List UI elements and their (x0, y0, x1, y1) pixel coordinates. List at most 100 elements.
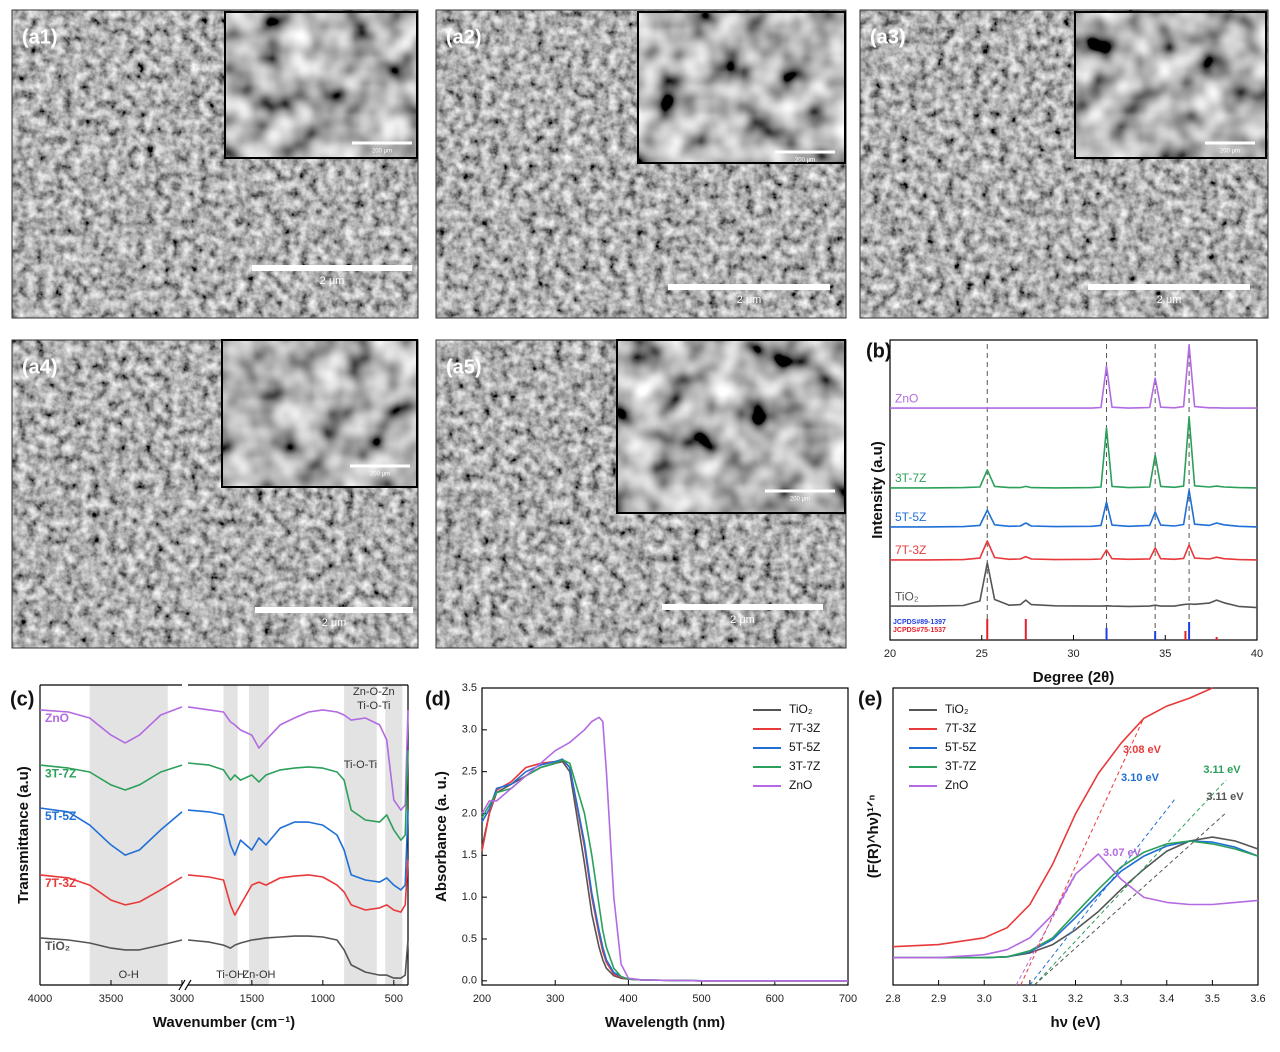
sem-label: (a3) (870, 26, 906, 48)
x-tick-label: 3.4 (1159, 993, 1174, 1005)
legend-label: ZnO (789, 778, 812, 792)
series-label: 5T-5Z (45, 809, 76, 823)
series-label: 7T-3Z (895, 543, 926, 557)
band (385, 685, 403, 985)
series-label: 3T-7Z (895, 471, 926, 485)
series-line (39, 935, 409, 979)
band-label: Ti-O-Ti (344, 759, 377, 771)
x-axis-title: Wavelength (nm) (605, 1014, 725, 1031)
sem-border (11, 339, 419, 649)
series-label: TiO₂ (895, 589, 919, 603)
y-tick-label: 2.5 (462, 766, 477, 778)
tangent-line (1020, 717, 1145, 986)
legend-label: 3T-7Z (789, 759, 820, 773)
x-tick-label: 40 (1251, 648, 1263, 660)
scale-bar (668, 284, 830, 290)
series-line (39, 859, 409, 916)
y-axis-title: Absorbance (a. u.) (433, 771, 450, 902)
tangent-label: 3.10 eV (1121, 772, 1160, 784)
y-axis-title: Intensity (a.u) (869, 441, 886, 539)
x-tick-label: 2.8 (885, 993, 900, 1005)
inset-scale-bar-label: 200 μm (790, 497, 810, 503)
band (249, 685, 269, 985)
sem-inset (617, 340, 845, 513)
band-label: O-H (119, 969, 139, 981)
y-tick-label: 2.0 (462, 807, 477, 819)
legend-label: 5T-5Z (789, 740, 820, 754)
y-tick-label: 0.0 (462, 975, 477, 987)
x-tick-label: 20 (884, 648, 896, 660)
tangent-label: 3.07 eV (1103, 847, 1142, 859)
sem-inset (225, 12, 417, 158)
x-tick-label: 500 (692, 993, 710, 1005)
inset-scale-bar (1205, 141, 1255, 145)
series-line (481, 716, 848, 982)
x-tick-label: 35 (1159, 648, 1171, 660)
sem-inset-border (1074, 11, 1267, 159)
sem-label: (a1) (22, 26, 58, 48)
sem-border (859, 9, 1269, 319)
legend-label: 5T-5Z (945, 740, 976, 754)
x-axis-title: Wavenumber (cm⁻¹) (153, 1014, 295, 1031)
y-tick-label: 0.5 (462, 933, 477, 945)
x-tick-label: 1500 (240, 993, 264, 1005)
inset-scale-bar-label: 200 μm (795, 158, 815, 164)
x-tick-label: 400 (619, 993, 637, 1005)
x-tick-label: 500 (385, 993, 403, 1005)
x-tick-label: 4000 (28, 993, 52, 1005)
tangent-label: 3.08 eV (1123, 744, 1162, 756)
inset-scale-bar-label: 200 μm (1220, 149, 1240, 155)
series-line (893, 840, 1259, 959)
series-line (890, 540, 1258, 561)
panel-label: (b) (866, 340, 892, 362)
x-tick-label: 3500 (99, 993, 123, 1005)
band (223, 685, 238, 985)
series-label: ZnO (895, 391, 918, 405)
x-tick-label: 30 (1067, 648, 1079, 660)
tangent-label: 3.11 eV (1206, 791, 1244, 803)
scale-bar-label: 2 μm (737, 294, 762, 306)
sem-inset-border (637, 11, 846, 164)
tangent-line (1029, 797, 1177, 986)
inset-scale-bar (350, 464, 410, 468)
series-label: 7T-3Z (45, 876, 76, 890)
sem-label: (a5) (446, 356, 482, 378)
band-label: Ti-O-Ti (357, 700, 390, 712)
tangent-line (1034, 812, 1227, 986)
x-tick-label: 3.1 (1022, 993, 1037, 1005)
scale-bar-label: 2 μm (730, 614, 755, 626)
scale-bar (252, 265, 412, 271)
panel-label: (d) (425, 688, 451, 710)
series-line (890, 562, 1258, 609)
x-tick-label: 600 (766, 993, 784, 1005)
legend-label: 3T-7Z (945, 759, 976, 773)
x-tick-label: 700 (839, 993, 857, 1005)
band-label: Zn-O-Zn (353, 686, 395, 698)
x-tick-label: 3.5 (1205, 993, 1220, 1005)
panel-label: (e) (858, 688, 882, 710)
legend-label: TiO₂ (789, 702, 813, 716)
series-line (39, 750, 409, 841)
x-tick-label: 2.9 (931, 993, 946, 1005)
series-label: 5T-5Z (895, 510, 926, 524)
band-label: Ti-OH (216, 969, 245, 981)
band (344, 685, 377, 985)
legend-label: 7T-3Z (945, 721, 976, 735)
plot-frame (481, 687, 849, 986)
y-axis-title: Transmittance (a.u) (15, 766, 32, 904)
x-axis-title: hν (eV) (1050, 1014, 1100, 1031)
x-tick-label: 200 (473, 993, 491, 1005)
series-line (890, 344, 1257, 409)
x-tick-label: 1000 (311, 993, 335, 1005)
axis-break (184, 979, 192, 991)
tangent-line (1034, 779, 1227, 986)
series-label: ZnO (45, 711, 69, 725)
x-tick-label: 300 (546, 993, 564, 1005)
series-line (892, 687, 1213, 948)
y-tick-label: 3.5 (462, 682, 477, 694)
sem-inset (222, 340, 417, 487)
y-axis-title: (F(R)^hν)¹ᐟⁿ (865, 795, 882, 879)
band-label: Zn-OH (242, 969, 275, 981)
